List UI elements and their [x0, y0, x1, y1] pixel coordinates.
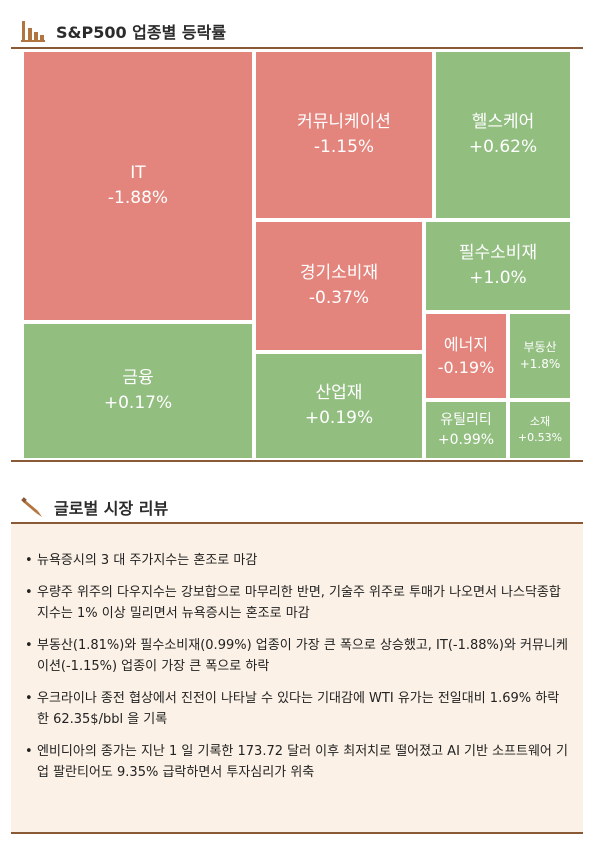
chart-bottom-divider: [11, 460, 583, 462]
sector-change: -0.19%: [437, 358, 495, 377]
sector-treemap: IT -1.88% 커뮤니케이션 -1.15% 헬스케어 +0.62% 경기소비재 -0.37…: [22, 50, 572, 460]
sector-name: 산업재: [315, 383, 363, 404]
sector-name: 커뮤니케이션: [297, 112, 391, 133]
chart-title: S&P500 업종별 등락률: [56, 23, 227, 42]
sector-change: -1.88%: [107, 188, 169, 208]
sector-name: 유틸리티: [440, 411, 492, 428]
review-item: 우량주 위주의 다우지수는 강보합으로 마무리한 반면, 기술주 위주로 투매가…: [25, 582, 569, 624]
review-item: 뉴욕증시의 3 대 주가지수는 혼조로 마감: [25, 550, 569, 571]
sector-tile: 헬스케어 +0.62%: [434, 50, 572, 220]
sector-change: +1.8%: [519, 357, 561, 371]
sector-tile: 산업재 +0.19%: [254, 352, 424, 460]
sector-change: +0.53%: [517, 431, 563, 444]
sector-name: IT: [130, 163, 146, 184]
review-divider-top: [11, 522, 583, 524]
sector-change: +0.17%: [103, 393, 173, 413]
review-header: 글로벌 시장 리뷰: [20, 490, 168, 524]
sector-change: +0.19%: [304, 408, 374, 428]
sector-tile: 커뮤니케이션 -1.15%: [254, 50, 434, 220]
sector-change: -1.15%: [313, 137, 375, 157]
review-divider-bottom: [11, 832, 583, 834]
sector-tile: 경기소비재 -0.37%: [254, 220, 424, 352]
sector-tile: 소재 +0.53%: [508, 400, 572, 460]
review-box: 뉴욕증시의 3 대 주가지수는 혼조로 마감 우량주 위주의 다우지수는 강보합…: [11, 524, 583, 832]
pen-icon: [21, 497, 42, 517]
review-item: 엔비디아의 종가는 지난 1 일 기록한 173.72 달러 이후 최저치로 떨…: [25, 741, 569, 783]
sector-change: -0.37%: [308, 288, 370, 308]
sector-tile: 유틸리티 +0.99%: [424, 400, 508, 460]
sector-tile: 금융 +0.17%: [22, 322, 254, 460]
sector-name: 소재: [529, 415, 551, 429]
review-item: 부동산(1.81%)와 필수소비재(0.99%) 업종이 가장 큰 폭으로 상승…: [25, 635, 569, 677]
chart-header: S&P500 업종별 등락률: [20, 14, 226, 48]
sector-tile: 부동산 +1.8%: [508, 312, 572, 400]
sector-change: +0.99%: [437, 432, 495, 448]
review-item: 우크라이나 종전 협상에서 진전이 나타날 수 있다는 기대감에 WTI 유가는…: [25, 688, 569, 730]
sector-name: 금융: [122, 368, 154, 389]
sector-tile: 에너지 -0.19%: [424, 312, 508, 400]
bar-chart-icon: [21, 21, 45, 42]
sector-change: +0.62%: [468, 137, 538, 157]
sector-name: 헬스케어: [471, 112, 535, 133]
review-list: 뉴욕증시의 3 대 주가지수는 혼조로 마감 우량주 위주의 다우지수는 강보합…: [11, 524, 583, 783]
sector-name: 경기소비재: [299, 263, 379, 284]
sector-name: 필수소비재: [458, 243, 538, 264]
sector-tile: 필수소비재 +1.0%: [424, 220, 572, 312]
sector-name: 에너지: [443, 334, 489, 354]
sector-tile: IT -1.88%: [22, 50, 254, 322]
review-title: 글로벌 시장 리뷰: [54, 499, 169, 518]
header-divider: [11, 47, 583, 49]
sector-name: 부동산: [523, 339, 557, 354]
sector-change: +1.0%: [469, 268, 527, 288]
